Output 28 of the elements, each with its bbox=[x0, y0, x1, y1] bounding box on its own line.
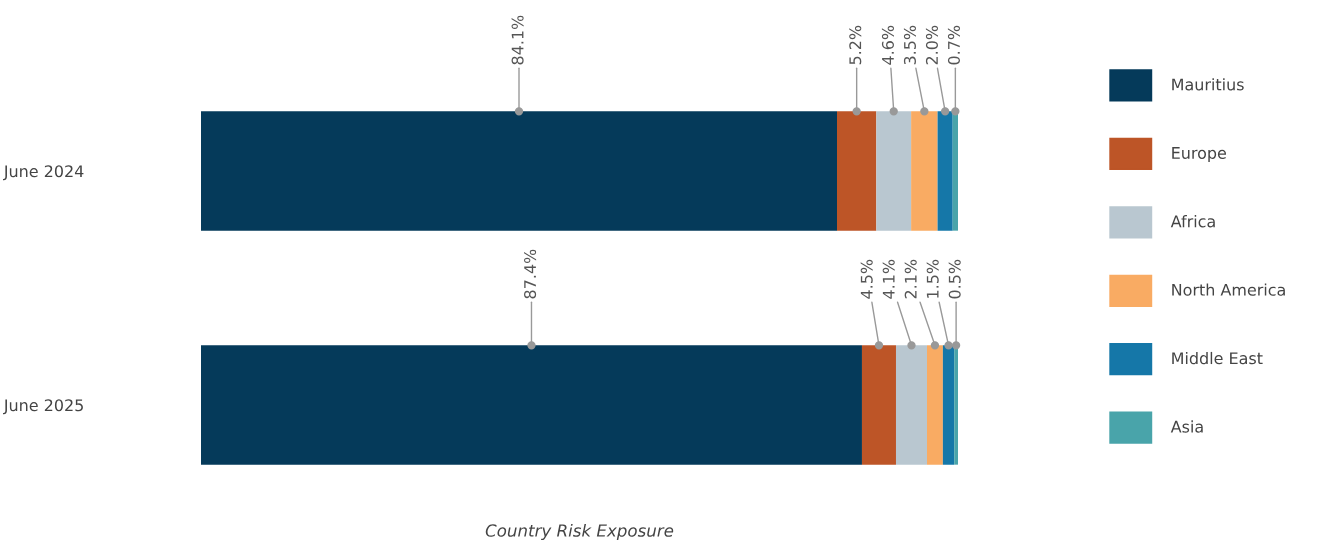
text: Country Risk Exposure bbox=[485, 523, 674, 541]
bar bbox=[895, 345, 927, 465]
data-label: 3.5% bbox=[903, 25, 916, 65]
bar bbox=[201, 345, 862, 465]
data-label: 84.1% bbox=[511, 15, 524, 65]
bar bbox=[201, 111, 837, 231]
data-label: 4.6% bbox=[881, 25, 894, 65]
data-label: 0.5% bbox=[948, 259, 961, 299]
data-label: 4.5% bbox=[860, 259, 873, 299]
y-tick-label: June 2025 bbox=[3, 399, 83, 415]
legend-label: Mauritius bbox=[1172, 78, 1244, 91]
data-label: 4.1% bbox=[882, 259, 895, 299]
legend-label: Europe bbox=[1172, 147, 1226, 163]
legend-label: North America bbox=[1172, 283, 1285, 296]
data-label: 2.0% bbox=[925, 25, 938, 65]
bar bbox=[861, 345, 896, 465]
data-label: 87.4% bbox=[524, 249, 537, 299]
data-label: 2.1% bbox=[904, 259, 917, 299]
data-label: 1.5% bbox=[926, 259, 939, 298]
data-label: 0.7% bbox=[947, 25, 960, 65]
bar bbox=[876, 111, 912, 231]
y-tick-label: June 2024 bbox=[3, 165, 84, 181]
legend-label: Middle East bbox=[1172, 351, 1263, 365]
bar bbox=[837, 111, 877, 231]
legend-label: Africa bbox=[1170, 215, 1215, 228]
data-label: 5.2% bbox=[849, 25, 862, 65]
legend-label: Asia bbox=[1170, 420, 1203, 433]
bar bbox=[911, 111, 938, 231]
